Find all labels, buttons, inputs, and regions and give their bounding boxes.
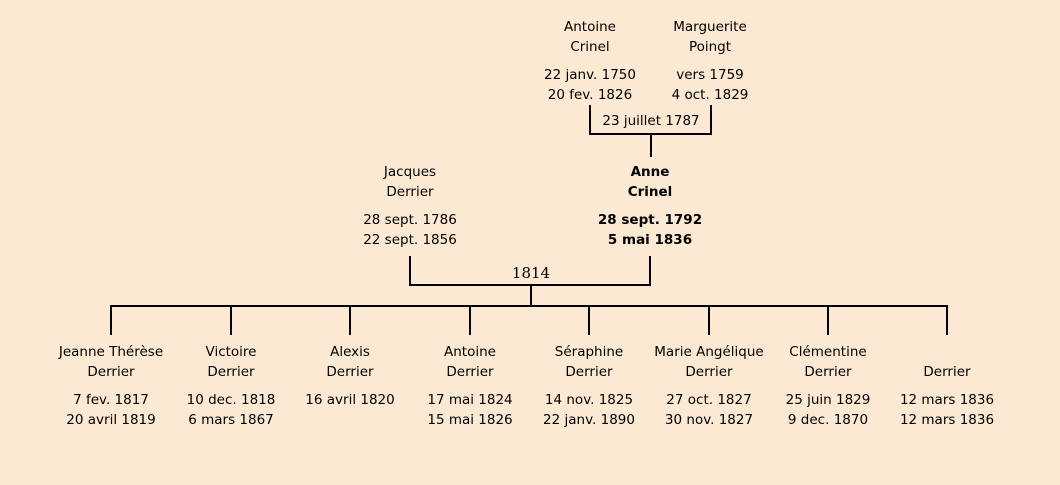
death-date: 30 nov. 1827 (664, 412, 754, 428)
child-drop-line (349, 307, 351, 335)
name-line: Clémentine (789, 344, 867, 360)
name-date-spacer (427, 382, 512, 390)
name-line: Jeanne Thérèse (58, 344, 164, 360)
surname-line: Derrier (685, 364, 733, 380)
person-seraphine-derrier: Séraphine Derrier 14 nov. 1825 22 janv. … (543, 342, 635, 430)
surname-line: Derrier (326, 364, 374, 380)
birth-date: 27 oct. 1827 (666, 392, 752, 408)
name-line: Séraphine (554, 344, 624, 360)
death-date: 22 janv. 1890 (543, 412, 635, 428)
surname-line: Crinel (627, 184, 673, 200)
spouse-line-marguerite (710, 105, 712, 135)
death-date: 20 fev. 1826 (547, 87, 633, 103)
child-drop-line (946, 307, 948, 335)
name-date-spacer (672, 57, 749, 65)
person-jacques-derrier: Jacques Derrier 28 sept. 1786 22 sept. 1… (363, 162, 457, 250)
spouse-line-jacques (409, 256, 411, 286)
person-antoine-crinel: Antoine Crinel 22 janv. 1750 20 fev. 182… (544, 17, 636, 105)
person-clementine-derrier: Clémentine Derrier 25 juin 1829 9 dec. 1… (786, 342, 871, 430)
name-date-spacer (900, 382, 994, 390)
person-anne-crinel: Anne Crinel 28 sept. 1792 5 mai 1836 (598, 162, 702, 250)
birth-date: 22 janv. 1750 (544, 67, 636, 83)
name-date-spacer (363, 202, 457, 210)
child-drop-line (827, 307, 829, 335)
birth-date: 16 avril 1820 (305, 392, 395, 408)
name-date-spacer (59, 382, 163, 390)
surname-line: Derrier (386, 184, 434, 200)
person-victoire-derrier: Victoire Derrier 10 dec. 1818 6 mars 186… (187, 342, 276, 430)
death-date: 12 mars 1836 (899, 412, 995, 428)
name-date-spacer (187, 382, 276, 390)
descent-line-children (530, 286, 532, 307)
death-date: 4 oct. 1829 (671, 87, 749, 103)
name-date-spacer (544, 57, 636, 65)
birth-date: 17 mai 1824 (427, 392, 513, 408)
child-drop-line (110, 307, 112, 335)
death-date (305, 410, 394, 430)
birth-date: 7 fev. 1817 (73, 392, 149, 408)
child-drop-line (708, 307, 710, 335)
surname-line: Crinel (570, 39, 610, 55)
death-date: 5 mai 1836 (607, 232, 693, 248)
name-line: Marguerite (673, 19, 747, 35)
marriage-line-gen1 (589, 133, 712, 135)
name-line: Anne (630, 164, 670, 180)
child-drop-line (469, 307, 471, 335)
name-date-spacer (305, 382, 394, 390)
name-line: Marie Angélique (654, 344, 764, 360)
person-marguerite-poingt: Marguerite Poingt vers 1759 4 oct. 1829 (672, 17, 749, 105)
person-marie-angelique-derrier: Marie Angélique Derrier 27 oct. 1827 30 … (654, 342, 763, 430)
name-date-spacer (786, 382, 871, 390)
child-drop-line (230, 307, 232, 335)
person-alexis-derrier: Alexis Derrier 16 avril 1820 (305, 342, 394, 430)
person-antoine-derrier: Antoine Derrier 17 mai 1824 15 mai 1826 (427, 342, 512, 430)
name-date-spacer (543, 382, 635, 390)
marriage-line-gen2 (409, 284, 651, 286)
marriage-date-gen2: 1814 (511, 264, 551, 282)
surname-line: Derrier (923, 364, 971, 380)
name-date-spacer (598, 202, 702, 210)
sibling-line (110, 305, 948, 307)
surname-line: Derrier (804, 364, 852, 380)
birth-date: 25 juin 1829 (785, 392, 871, 408)
child-drop-line (588, 307, 590, 335)
name-line: Jacques (383, 164, 437, 180)
surname-line: Derrier (87, 364, 135, 380)
name-line: Victoire (205, 344, 257, 360)
spouse-line-antoine (589, 105, 591, 135)
death-date: 22 sept. 1856 (363, 232, 457, 248)
birth-date: 10 dec. 1818 (186, 392, 276, 408)
birth-date: 28 sept. 1786 (363, 212, 457, 228)
birth-date: 28 sept. 1792 (597, 212, 703, 228)
surname-line: Derrier (446, 364, 494, 380)
death-date: 15 mai 1826 (427, 412, 513, 428)
name-line: Antoine (444, 344, 496, 360)
name-line: Antoine (564, 19, 616, 35)
name-line (900, 342, 994, 362)
birth-date: 12 mars 1836 (899, 392, 995, 408)
birth-date: 14 nov. 1825 (544, 392, 634, 408)
descent-line-anne (650, 135, 652, 157)
person-jeanne-therese-derrier: Jeanne Thérèse Derrier 7 fev. 1817 20 av… (59, 342, 163, 430)
name-date-spacer (654, 382, 763, 390)
surname-line: Derrier (565, 364, 613, 380)
spouse-line-anne (649, 256, 651, 286)
death-date: 9 dec. 1870 (787, 412, 869, 428)
death-date: 6 mars 1867 (188, 412, 274, 428)
birth-date: vers 1759 (676, 67, 744, 83)
name-line: Alexis (330, 344, 370, 360)
death-date: 20 avril 1819 (66, 412, 156, 428)
marriage-date-gen1: 23 juillet 1787 (602, 113, 700, 129)
surname-line: Derrier (207, 364, 255, 380)
surname-line: Poingt (688, 39, 732, 55)
person-unnamed-derrier: Derrier 12 mars 1836 12 mars 1836 (900, 342, 994, 430)
